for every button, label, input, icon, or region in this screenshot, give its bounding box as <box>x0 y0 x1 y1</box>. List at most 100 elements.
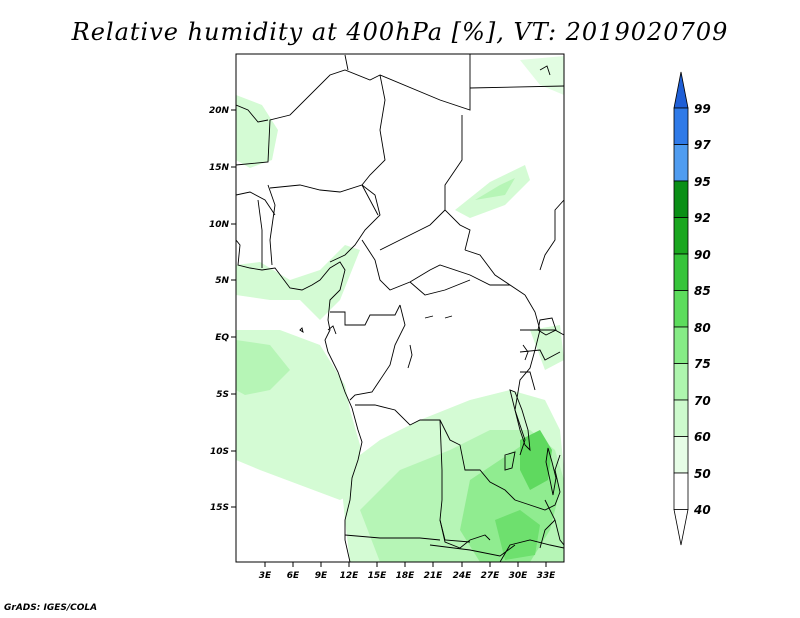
colorbar: 99 97 95 92 90 85 80 75 70 60 50 40 <box>673 71 711 546</box>
lon-label: 21E <box>424 571 444 581</box>
lon-label: 24E <box>453 571 473 581</box>
lon-label: 27E <box>481 571 501 581</box>
border-cameroon-gabon <box>330 304 401 326</box>
border-niger-benin <box>267 184 276 266</box>
humid-region-southeast-core <box>520 430 552 490</box>
lon-label: 3E <box>259 571 272 581</box>
border-chad-sudan <box>444 115 471 251</box>
humid-region-northwest <box>236 95 278 168</box>
border-drc-east <box>514 294 541 456</box>
colorbar-bottom-arrow <box>673 509 689 546</box>
lake-tanganyika <box>509 389 531 452</box>
coast-cape <box>236 104 269 123</box>
colorbar-segment <box>673 363 689 401</box>
colorbar-segment <box>673 253 689 291</box>
border-zambia-east <box>514 454 561 511</box>
lon-label: 30E <box>509 571 529 581</box>
colorbar-segment <box>673 107 689 145</box>
border-malawi <box>544 499 564 546</box>
border-east-sudan <box>539 199 564 271</box>
colorbar-label: 70 <box>694 394 711 408</box>
border-ghana-togo <box>257 199 263 268</box>
colorbar-top-arrow <box>673 71 689 109</box>
humid-region-gulf <box>236 245 360 320</box>
colorbar-label: 60 <box>694 430 711 444</box>
colorbar-label: 99 <box>694 102 711 116</box>
lat-label: 10N <box>209 220 230 230</box>
border-angola-zambia <box>439 419 491 549</box>
map-title: Relative humidity at 400hPa [%], VT: 201… <box>71 18 729 46</box>
colorbar-segment <box>673 472 689 510</box>
colorbar-label: 50 <box>694 467 711 481</box>
colorbar-label: 85 <box>694 284 711 298</box>
colorbar-segment <box>673 144 689 182</box>
lat-label: 15N <box>209 163 230 173</box>
colorbar-segment <box>673 290 689 328</box>
lake-victoria <box>537 317 557 336</box>
border-north-c <box>379 54 471 111</box>
colorbar-label: 97 <box>694 138 711 152</box>
coast-northeast <box>539 65 551 76</box>
colorbar-label: 90 <box>694 248 711 262</box>
border-zimbabwe <box>499 539 564 562</box>
credit-label: GrADS: IGES/COLA <box>4 603 98 613</box>
humid-region-south-core <box>495 510 540 560</box>
colorbar-label: 40 <box>693 503 711 517</box>
river-congo <box>407 344 413 369</box>
border-north-a <box>236 69 386 186</box>
border-angola-namibia <box>344 534 441 541</box>
country-borders <box>236 54 564 562</box>
lat-label: 10S <box>210 447 229 457</box>
border-mozambique <box>539 519 556 549</box>
colorbar-label: 75 <box>694 357 711 371</box>
humid-region-north-central-inner <box>475 178 515 200</box>
colorbar-label: 95 <box>694 175 711 189</box>
lat-label: 20N <box>209 106 230 116</box>
border-uganda-b <box>520 371 536 391</box>
border-congo-drc <box>349 304 406 401</box>
lat-label: 5S <box>216 390 229 400</box>
border-car-sudan <box>464 249 511 286</box>
longitude-axis: 3E 6E 9E 12E 15E 18E 21E 24E 27E 30E 33E <box>259 562 556 581</box>
border-nigeria <box>269 184 381 263</box>
latitude-axis: 20N 15N 10N 5N EQ 5S 10S 15S <box>209 106 236 513</box>
colorbar-segment <box>673 217 689 255</box>
border-chad-cameroon <box>361 184 379 216</box>
humid-region-west-equator-inner <box>236 340 290 395</box>
border-chad-car <box>379 209 446 251</box>
humidity-field <box>236 56 564 562</box>
map-frame <box>235 53 565 563</box>
border-cabinda <box>327 325 337 335</box>
lake-mweru <box>504 451 516 471</box>
lat-label: 5N <box>215 276 229 286</box>
lon-label: 18E <box>396 571 416 581</box>
lat-label: 15S <box>210 503 229 513</box>
border-burkina <box>236 191 276 216</box>
border-angola-drc <box>355 404 516 501</box>
colorbar-segment <box>673 180 689 218</box>
lat-label: EQ <box>215 333 229 343</box>
border-tanzania <box>520 329 564 336</box>
colorbar-label: 80 <box>694 321 711 335</box>
border-drc-rwanda <box>522 344 529 361</box>
lon-label: 15E <box>368 571 388 581</box>
lon-label: 6E <box>287 571 300 581</box>
lon-label: 33E <box>537 571 557 581</box>
border-car-drc <box>409 279 471 296</box>
border-south-angola <box>439 519 471 543</box>
humid-region-northeast <box>520 56 564 95</box>
lon-label: 12E <box>340 571 360 581</box>
border-north-b <box>344 54 349 71</box>
lake-malawi <box>545 447 557 496</box>
border-namibia-east <box>429 544 516 557</box>
colorbar-segment <box>673 326 689 364</box>
lon-label: 9E <box>315 571 328 581</box>
coastline-west <box>236 239 363 562</box>
border-cameroon-car <box>361 239 526 296</box>
colorbar-label: 92 <box>694 211 711 225</box>
colorbar-segment <box>673 399 689 437</box>
island-bioko <box>299 327 304 334</box>
colorbar-segment <box>673 436 689 474</box>
border-north-d <box>469 85 564 89</box>
